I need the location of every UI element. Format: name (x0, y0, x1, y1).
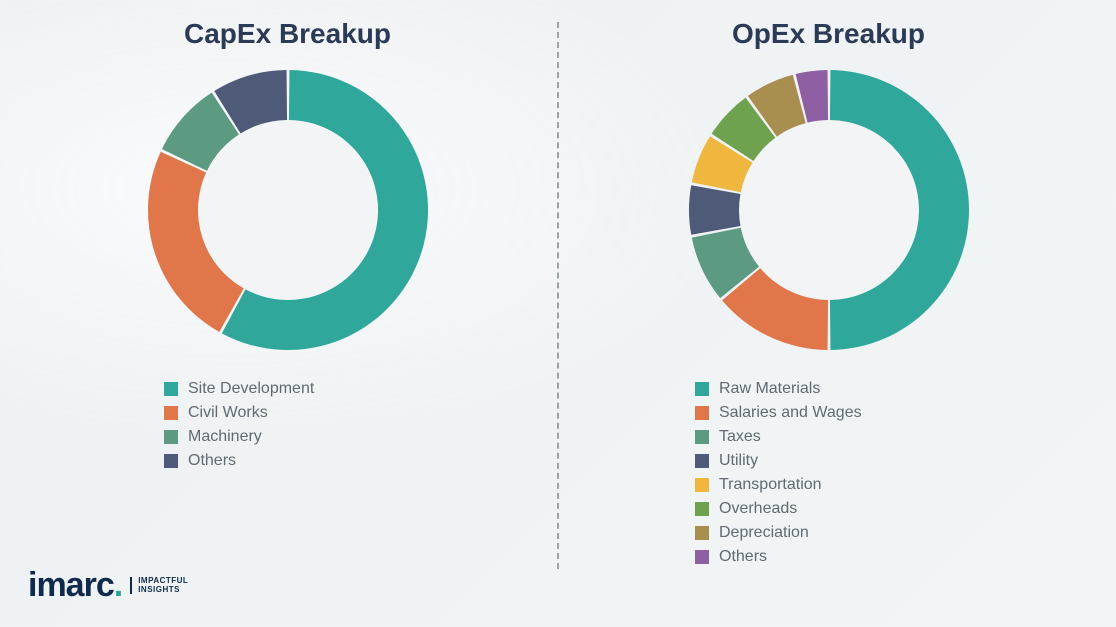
legend-label: Taxes (719, 428, 761, 446)
legend-row: Others (164, 452, 314, 470)
logo-text: imarc (28, 566, 114, 604)
logo-dot-icon: . (114, 566, 122, 604)
legend-swatch (164, 430, 178, 444)
legend-label: Depreciation (719, 524, 809, 542)
legend-label: Civil Works (188, 404, 268, 422)
legend-row: Depreciation (695, 524, 862, 542)
logo-tagline: IMPACTFUL INSIGHTS (130, 577, 188, 594)
legend-row: Site Development (164, 380, 314, 398)
legend-row: Civil Works (164, 404, 314, 422)
logo-tagline-line2: INSIGHTS (138, 585, 180, 594)
main-container: CapEx Breakup Site Development Civil Work… (0, 0, 1116, 627)
donut-hole (199, 121, 377, 299)
capex-legend: Site Development Civil Works Machinery Othe… (164, 374, 314, 476)
legend-label: Machinery (188, 428, 262, 446)
opex-donut-chart (679, 60, 979, 360)
panel-divider (557, 22, 559, 569)
legend-swatch (164, 454, 178, 468)
legend-label: Salaries and Wages (719, 404, 862, 422)
legend-label: Transportation (719, 476, 822, 494)
opex-panel: OpEx Breakup Raw Materials Salaries and W… (565, 12, 1092, 609)
legend-swatch (695, 382, 709, 396)
donut-hole (740, 121, 918, 299)
legend-swatch (695, 502, 709, 516)
legend-row: Transportation (695, 476, 862, 494)
legend-row: Salaries and Wages (695, 404, 862, 422)
capex-donut-chart (138, 60, 438, 360)
legend-swatch (695, 430, 709, 444)
legend-row: Raw Materials (695, 380, 862, 398)
legend-swatch (695, 454, 709, 468)
legend-label: Overheads (719, 500, 797, 518)
opex-legend: Raw Materials Salaries and Wages Taxes Util… (695, 374, 862, 572)
legend-swatch (695, 478, 709, 492)
legend-row: Others (695, 548, 862, 566)
capex-panel: CapEx Breakup Site Development Civil Work… (24, 12, 551, 609)
donut-slice (689, 185, 740, 235)
legend-swatch (695, 526, 709, 540)
legend-swatch (695, 406, 709, 420)
legend-swatch (164, 406, 178, 420)
opex-title: OpEx Breakup (732, 18, 925, 50)
legend-swatch (695, 550, 709, 564)
capex-title: CapEx Breakup (184, 18, 391, 50)
opex-donut-wrap (679, 60, 979, 360)
legend-label: Site Development (188, 380, 314, 398)
legend-row: Overheads (695, 500, 862, 518)
legend-label: Others (188, 452, 236, 470)
legend-label: Raw Materials (719, 380, 820, 398)
legend-row: Utility (695, 452, 862, 470)
legend-label: Others (719, 548, 767, 566)
legend-row: Taxes (695, 428, 862, 446)
capex-donut-wrap (138, 60, 438, 360)
legend-label: Utility (719, 452, 758, 470)
legend-swatch (164, 382, 178, 396)
legend-row: Machinery (164, 428, 314, 446)
brand-logo: imarc. IMPACTFUL INSIGHTS (28, 566, 188, 605)
logo-wordmark: imarc. (28, 566, 122, 605)
